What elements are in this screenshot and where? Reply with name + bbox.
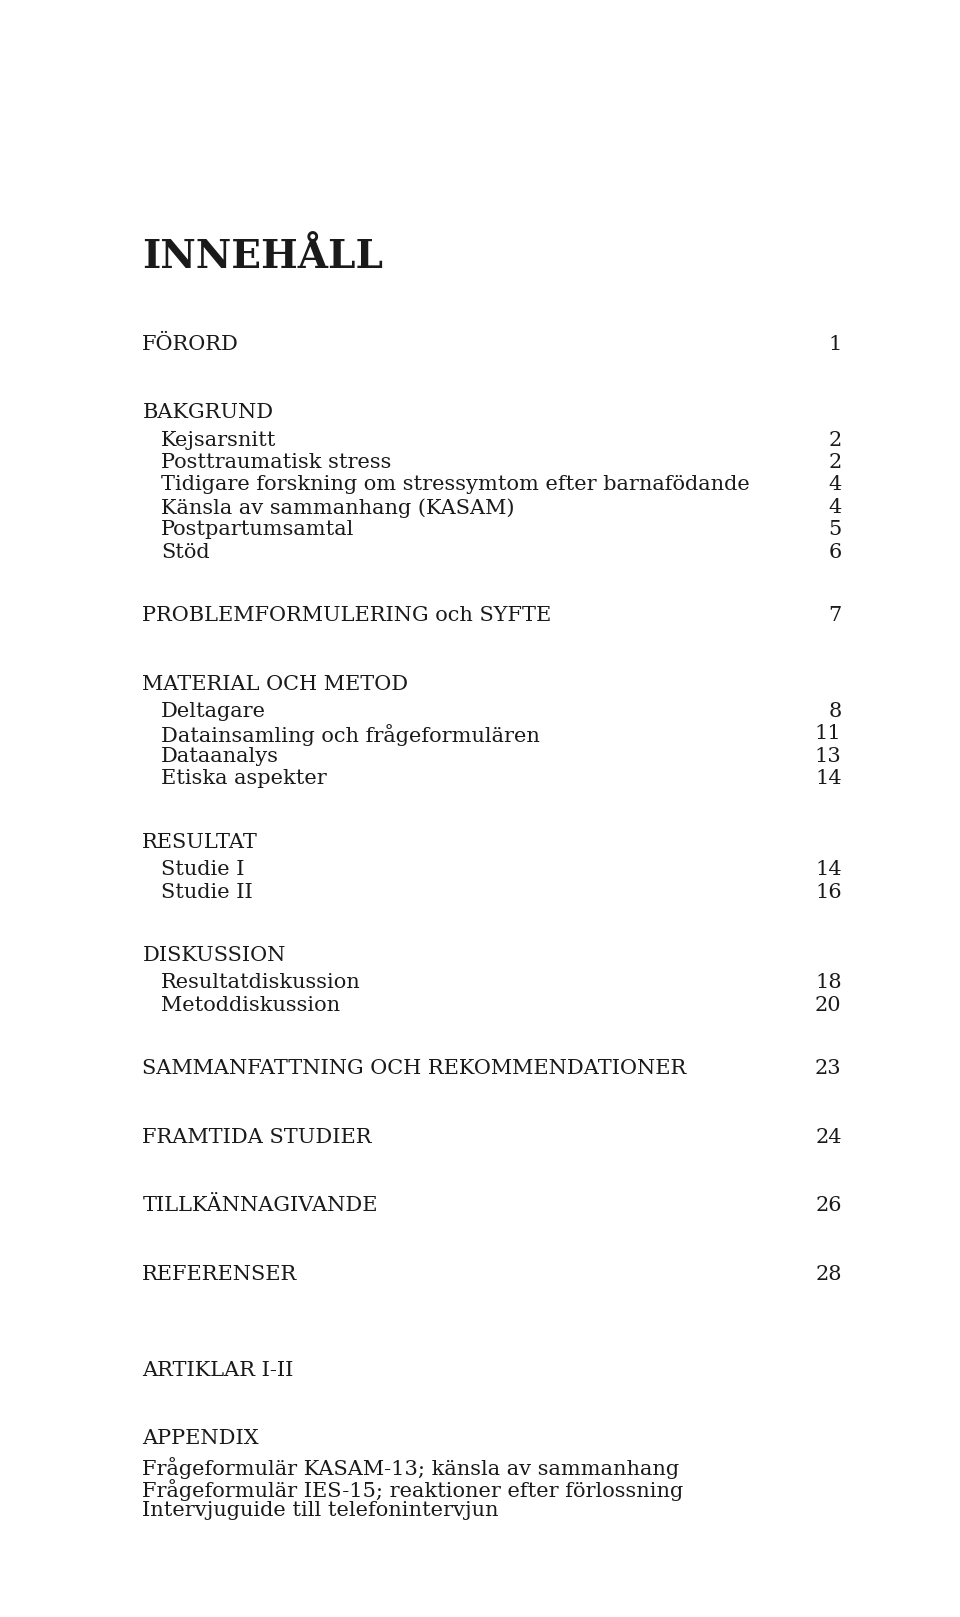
Text: Frågeformulär IES-15; reaktioner efter förlossning: Frågeformulär IES-15; reaktioner efter f… [142,1480,684,1501]
Text: ARTIKLAR I-II: ARTIKLAR I-II [142,1360,294,1379]
Text: Datainsamling och frågeformulären: Datainsamling och frågeformulären [161,724,540,747]
Text: 23: 23 [815,1059,842,1079]
Text: MATERIAL OCH METOD: MATERIAL OCH METOD [142,674,408,694]
Text: 26: 26 [815,1197,842,1216]
Text: Metoddiskussion: Metoddiskussion [161,996,340,1015]
Text: Kejsarsnitt: Kejsarsnitt [161,430,276,450]
Text: Etiska aspekter: Etiska aspekter [161,770,326,787]
Text: Dataanalys: Dataanalys [161,747,279,766]
Text: 28: 28 [815,1264,842,1284]
Text: REFERENSER: REFERENSER [142,1264,298,1284]
Text: 24: 24 [815,1129,842,1146]
Text: PROBLEMFORMULERING och SYFTE: PROBLEMFORMULERING och SYFTE [142,606,552,626]
Text: TILLKÄNNAGIVANDE: TILLKÄNNAGIVANDE [142,1197,378,1216]
Text: Studie I: Studie I [161,860,245,880]
Text: 8: 8 [828,702,842,721]
Text: DISKUSSION: DISKUSSION [142,946,286,965]
Text: 14: 14 [815,770,842,787]
Text: Stöd: Stöd [161,543,209,561]
Text: Tidigare forskning om stressymtom efter barnafödande: Tidigare forskning om stressymtom efter … [161,475,750,495]
Text: Intervjuguide till telefonintervjun: Intervjuguide till telefonintervjun [142,1502,499,1520]
Text: 4: 4 [828,498,842,517]
Text: 18: 18 [815,973,842,993]
Text: 5: 5 [828,521,842,538]
Text: Resultatdiskussion: Resultatdiskussion [161,973,361,993]
Text: 20: 20 [815,996,842,1015]
Text: BAKGRUND: BAKGRUND [142,403,274,422]
Text: Frågeformulär KASAM-13; känsla av sammanhang: Frågeformulär KASAM-13; känsla av samman… [142,1457,680,1478]
Text: 4: 4 [828,475,842,495]
Text: APPENDIX: APPENDIX [142,1429,259,1449]
Text: 13: 13 [815,747,842,766]
Text: Posttraumatisk stress: Posttraumatisk stress [161,453,392,472]
Text: 1: 1 [828,335,842,354]
Text: Studie II: Studie II [161,883,252,902]
Text: INNEHÅLL: INNEHÅLL [142,238,383,275]
Text: 7: 7 [828,606,842,626]
Text: 2: 2 [828,430,842,450]
Text: Känsla av sammanhang (KASAM): Känsla av sammanhang (KASAM) [161,498,515,517]
Text: Postpartumsamtal: Postpartumsamtal [161,521,354,538]
Text: 16: 16 [815,883,842,902]
Text: 11: 11 [815,724,842,744]
Text: 14: 14 [815,860,842,880]
Text: 2: 2 [828,453,842,472]
Text: 6: 6 [828,543,842,561]
Text: Deltagare: Deltagare [161,702,266,721]
Text: RESULTAT: RESULTAT [142,833,258,852]
Text: SAMMANFATTNING OCH REKOMMENDATIONER: SAMMANFATTNING OCH REKOMMENDATIONER [142,1059,686,1079]
Text: FRAMTIDA STUDIER: FRAMTIDA STUDIER [142,1129,372,1146]
Text: FÖRORD: FÖRORD [142,335,239,354]
